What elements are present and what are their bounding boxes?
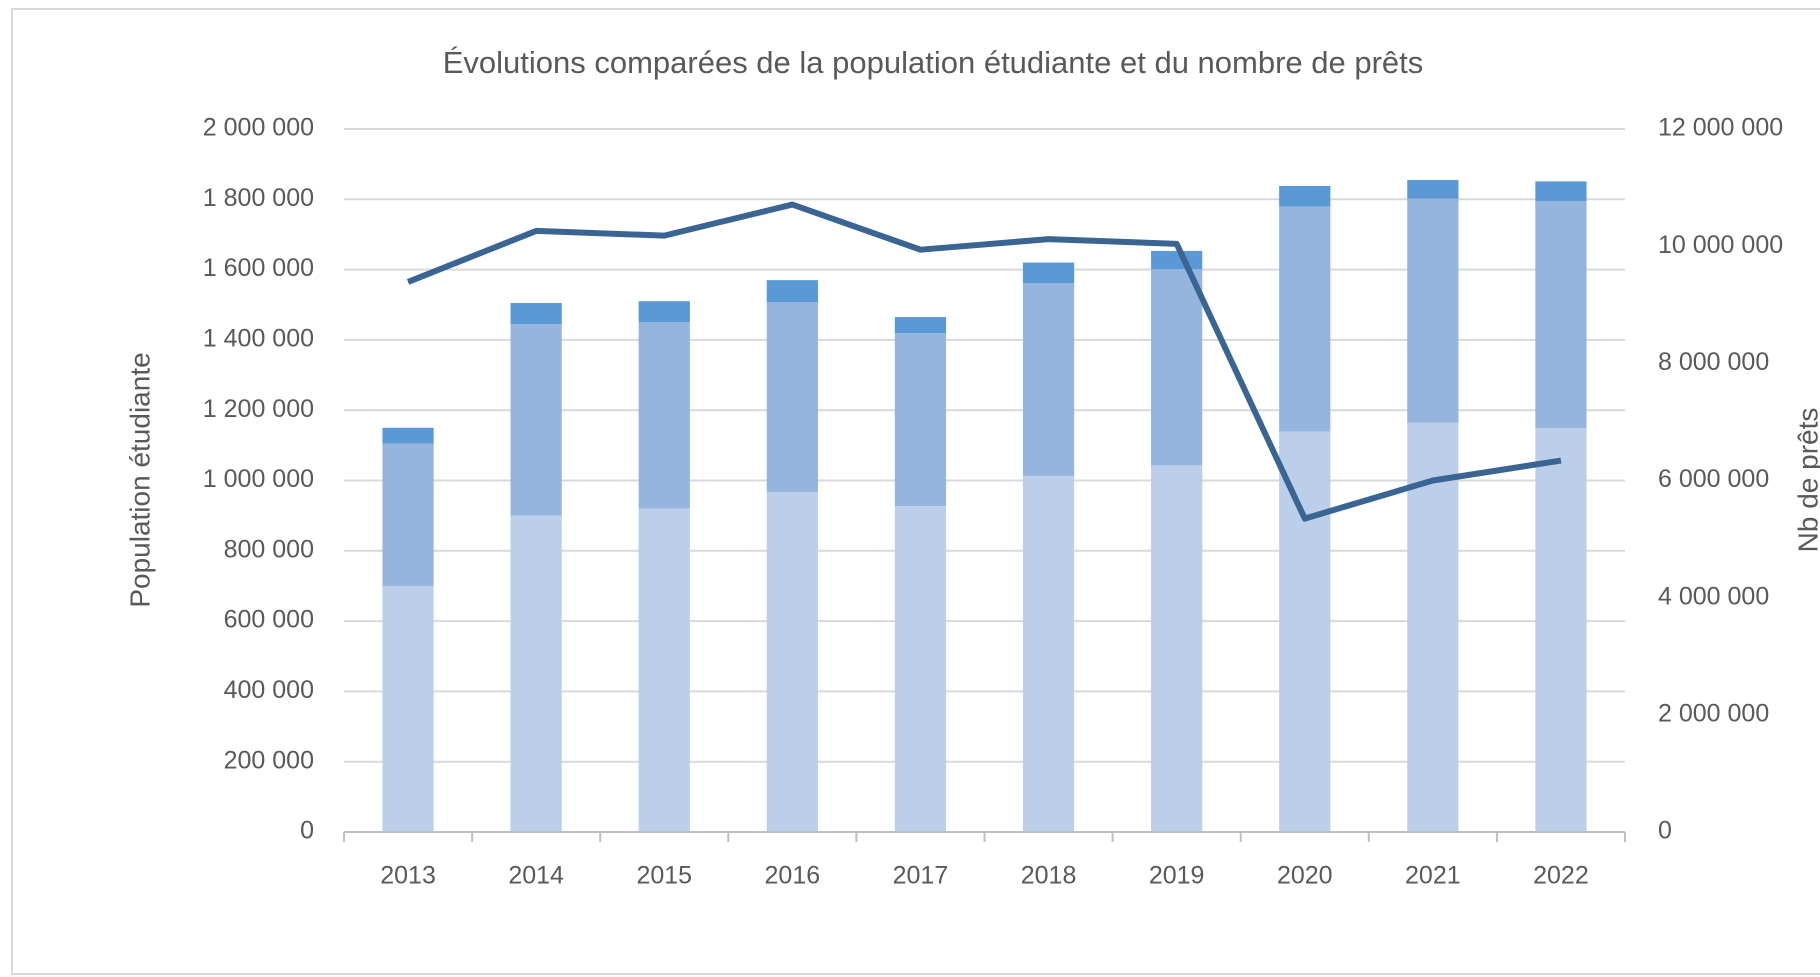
y2-tick-label: 0 xyxy=(1658,817,1672,845)
bar-segment xyxy=(1279,206,1331,432)
bar-segment xyxy=(894,333,947,507)
bar-segment xyxy=(894,506,947,832)
bar-segment xyxy=(1151,465,1203,832)
chart-frame xyxy=(11,8,1820,975)
y2-axis-title: Nb de prêts xyxy=(1792,408,1820,553)
y-tick-label: 1 800 000 xyxy=(203,184,314,212)
y-axis-title: Population étudiante xyxy=(124,352,155,607)
line-series xyxy=(406,201,1562,522)
x-tick-label: 2013 xyxy=(380,862,436,890)
bar-segment xyxy=(1151,269,1203,466)
x-tick-label: 2017 xyxy=(893,862,949,890)
y2-tick-label: 6 000 000 xyxy=(1658,465,1769,493)
bar-segment xyxy=(1151,250,1203,270)
bar-segment xyxy=(1022,262,1075,284)
x-tick-label: 2020 xyxy=(1277,862,1333,890)
bar-segment xyxy=(1535,428,1587,832)
y2-tick-label: 10 000 000 xyxy=(1658,231,1783,259)
y2-tick-label: 2 000 000 xyxy=(1658,699,1769,727)
x-tick-label: 2019 xyxy=(1149,862,1205,890)
bar-segment xyxy=(1535,181,1587,202)
bar-segment xyxy=(510,302,562,325)
y-tick-label: 0 xyxy=(300,817,314,845)
y-tick-label: 1 600 000 xyxy=(203,254,314,282)
x-tick-label: 2018 xyxy=(1021,862,1077,890)
bar-segment xyxy=(1535,201,1587,429)
bar-segment xyxy=(510,515,562,832)
y-tick-label: 200 000 xyxy=(224,746,314,774)
y-tick-label: 1 000 000 xyxy=(203,465,314,493)
y2-tick-label: 12 000 000 xyxy=(1658,114,1783,142)
bar-segment xyxy=(638,301,690,323)
x-tick-label: 2016 xyxy=(765,862,821,890)
bar-segment xyxy=(766,280,818,303)
y-tick-label: 600 000 xyxy=(224,606,314,634)
y-tick-label: 1 400 000 xyxy=(203,325,314,353)
bar-segment xyxy=(1022,475,1075,832)
bar-segment xyxy=(766,302,818,493)
bar-segment xyxy=(1407,198,1459,423)
x-tick-label: 2015 xyxy=(636,862,692,890)
bar-segment xyxy=(382,427,434,444)
y2-tick-label: 8 000 000 xyxy=(1658,348,1769,376)
chart-title: Évolutions comparées de la population ét… xyxy=(443,45,1424,80)
bar-segment xyxy=(766,492,818,832)
y-tick-label: 1 200 000 xyxy=(203,395,314,423)
bar-segment xyxy=(1279,185,1331,207)
bar-segment xyxy=(1279,431,1331,832)
bar-segment xyxy=(894,317,947,334)
x-tick-label: 2022 xyxy=(1533,862,1589,890)
x-tick-label: 2021 xyxy=(1405,862,1461,890)
y-tick-label: 800 000 xyxy=(224,535,314,563)
y2-tick-label: 4 000 000 xyxy=(1658,582,1769,610)
bar-segment xyxy=(1407,179,1459,199)
bar-segment xyxy=(382,443,434,586)
y-tick-label: 400 000 xyxy=(224,676,314,704)
bar-segment xyxy=(382,585,434,832)
bar-segment xyxy=(1022,283,1075,476)
bar-segment xyxy=(638,322,690,509)
y-tick-label: 2 000 000 xyxy=(203,114,314,142)
x-tick-label: 2014 xyxy=(508,862,564,890)
bar-segment xyxy=(638,508,690,832)
bar-segment xyxy=(1407,422,1459,832)
bar-segment xyxy=(510,324,562,516)
